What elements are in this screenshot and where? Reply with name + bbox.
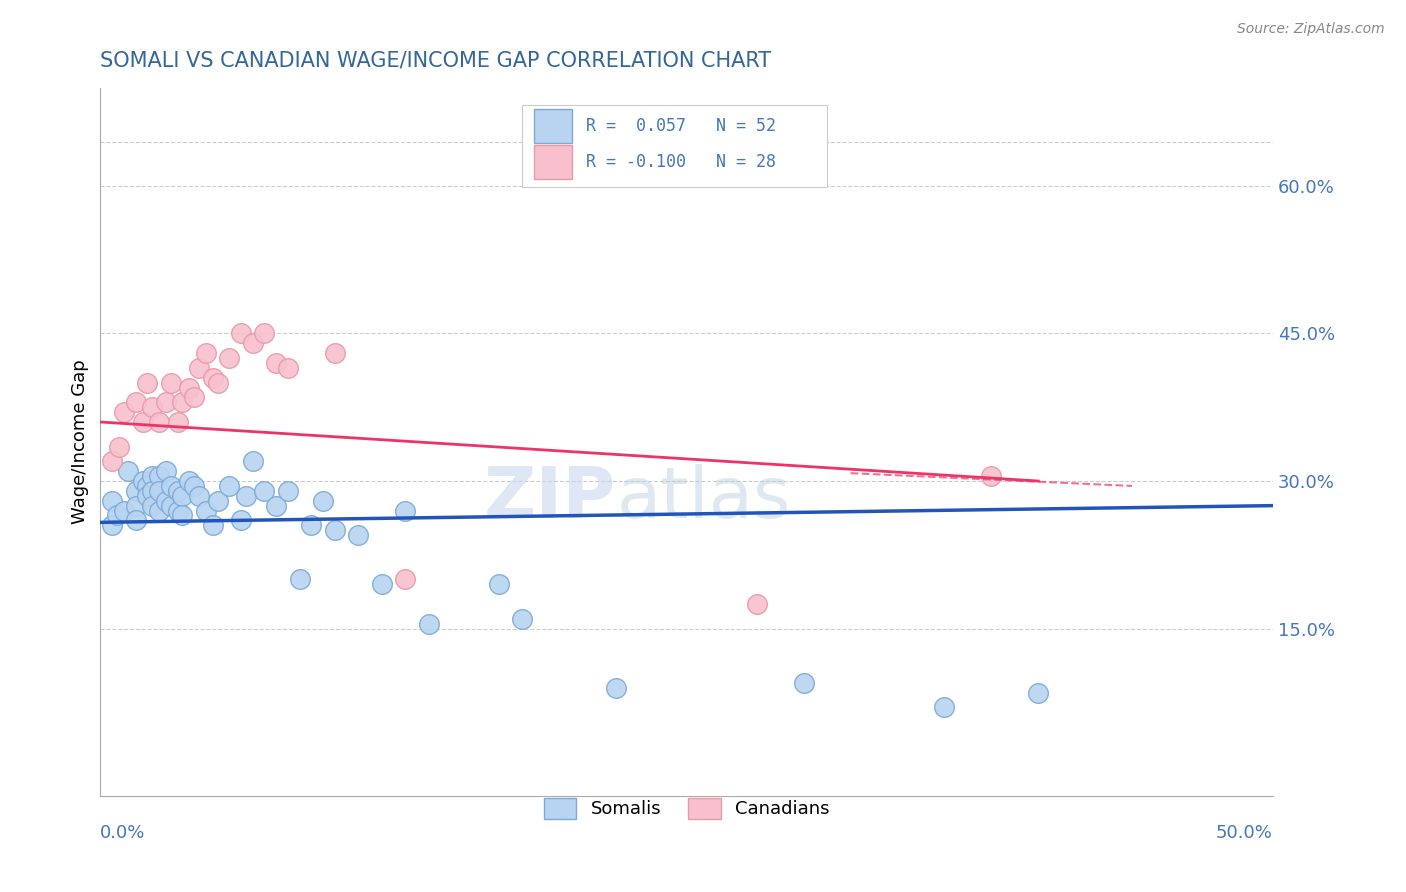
Point — [136, 479, 159, 493]
Text: 50.0%: 50.0% — [1216, 824, 1272, 842]
Point — [179, 474, 201, 488]
Point — [124, 395, 146, 409]
Point — [394, 503, 416, 517]
Text: R =  0.057   N = 52: R = 0.057 N = 52 — [586, 118, 776, 136]
Point — [166, 415, 188, 429]
Point — [148, 469, 170, 483]
Point — [194, 346, 217, 360]
Point — [194, 503, 217, 517]
Point — [136, 376, 159, 390]
Point — [980, 469, 1002, 483]
Point — [131, 415, 153, 429]
Point — [229, 513, 252, 527]
Point — [141, 401, 163, 415]
Point — [101, 493, 124, 508]
Point — [101, 518, 124, 533]
Point — [277, 483, 299, 498]
Point — [934, 700, 956, 714]
Point — [187, 489, 209, 503]
Point — [235, 489, 257, 503]
Point — [745, 597, 768, 611]
Point — [166, 483, 188, 498]
Point — [183, 391, 205, 405]
Point — [299, 518, 322, 533]
Text: Source: ZipAtlas.com: Source: ZipAtlas.com — [1237, 22, 1385, 37]
Point — [347, 528, 370, 542]
Point — [201, 518, 224, 533]
Point — [112, 503, 135, 517]
Text: SOMALI VS CANADIAN WAGE/INCOME GAP CORRELATION CHART: SOMALI VS CANADIAN WAGE/INCOME GAP CORRE… — [100, 51, 772, 70]
Point — [155, 395, 177, 409]
Point — [112, 405, 135, 419]
FancyBboxPatch shape — [534, 145, 572, 179]
Point — [323, 523, 346, 537]
Point — [172, 395, 194, 409]
Point — [605, 681, 627, 695]
Point — [264, 499, 287, 513]
Point — [312, 493, 335, 508]
Point — [207, 493, 229, 508]
Point — [141, 499, 163, 513]
Point — [136, 489, 159, 503]
Point — [207, 376, 229, 390]
Point — [166, 503, 188, 517]
Text: 0.0%: 0.0% — [100, 824, 146, 842]
Point — [124, 513, 146, 527]
Point — [155, 464, 177, 478]
Point — [141, 469, 163, 483]
Point — [159, 499, 181, 513]
Text: ZIP: ZIP — [484, 464, 616, 533]
Point — [141, 483, 163, 498]
Point — [218, 351, 240, 365]
Point — [253, 483, 276, 498]
Point — [323, 346, 346, 360]
Point — [218, 479, 240, 493]
Point — [179, 380, 201, 394]
Point — [793, 675, 815, 690]
Point — [1026, 685, 1049, 699]
FancyBboxPatch shape — [523, 105, 827, 186]
Text: R = -0.100   N = 28: R = -0.100 N = 28 — [586, 153, 776, 171]
Point — [101, 454, 124, 468]
Point — [229, 326, 252, 341]
Point — [124, 499, 146, 513]
Point — [124, 483, 146, 498]
FancyBboxPatch shape — [534, 110, 572, 144]
Point — [159, 376, 181, 390]
Point — [253, 326, 276, 341]
Point — [488, 577, 510, 591]
Point — [512, 612, 534, 626]
Point — [159, 479, 181, 493]
Point — [288, 573, 311, 587]
Point — [172, 489, 194, 503]
Point — [148, 483, 170, 498]
Point — [148, 415, 170, 429]
Point — [183, 479, 205, 493]
Point — [242, 454, 264, 468]
Point — [371, 577, 394, 591]
Text: atlas: atlas — [616, 464, 790, 533]
Point — [187, 360, 209, 375]
Point — [148, 503, 170, 517]
Point — [117, 464, 139, 478]
Point — [105, 508, 128, 523]
Point — [155, 493, 177, 508]
Point — [277, 360, 299, 375]
Point — [108, 440, 131, 454]
Point — [264, 356, 287, 370]
Point — [418, 616, 440, 631]
Point — [131, 474, 153, 488]
Point — [242, 336, 264, 351]
Point — [394, 573, 416, 587]
Legend: Somalis, Canadians: Somalis, Canadians — [536, 790, 837, 826]
Point — [172, 508, 194, 523]
Point — [201, 370, 224, 384]
Y-axis label: Wage/Income Gap: Wage/Income Gap — [72, 359, 89, 524]
